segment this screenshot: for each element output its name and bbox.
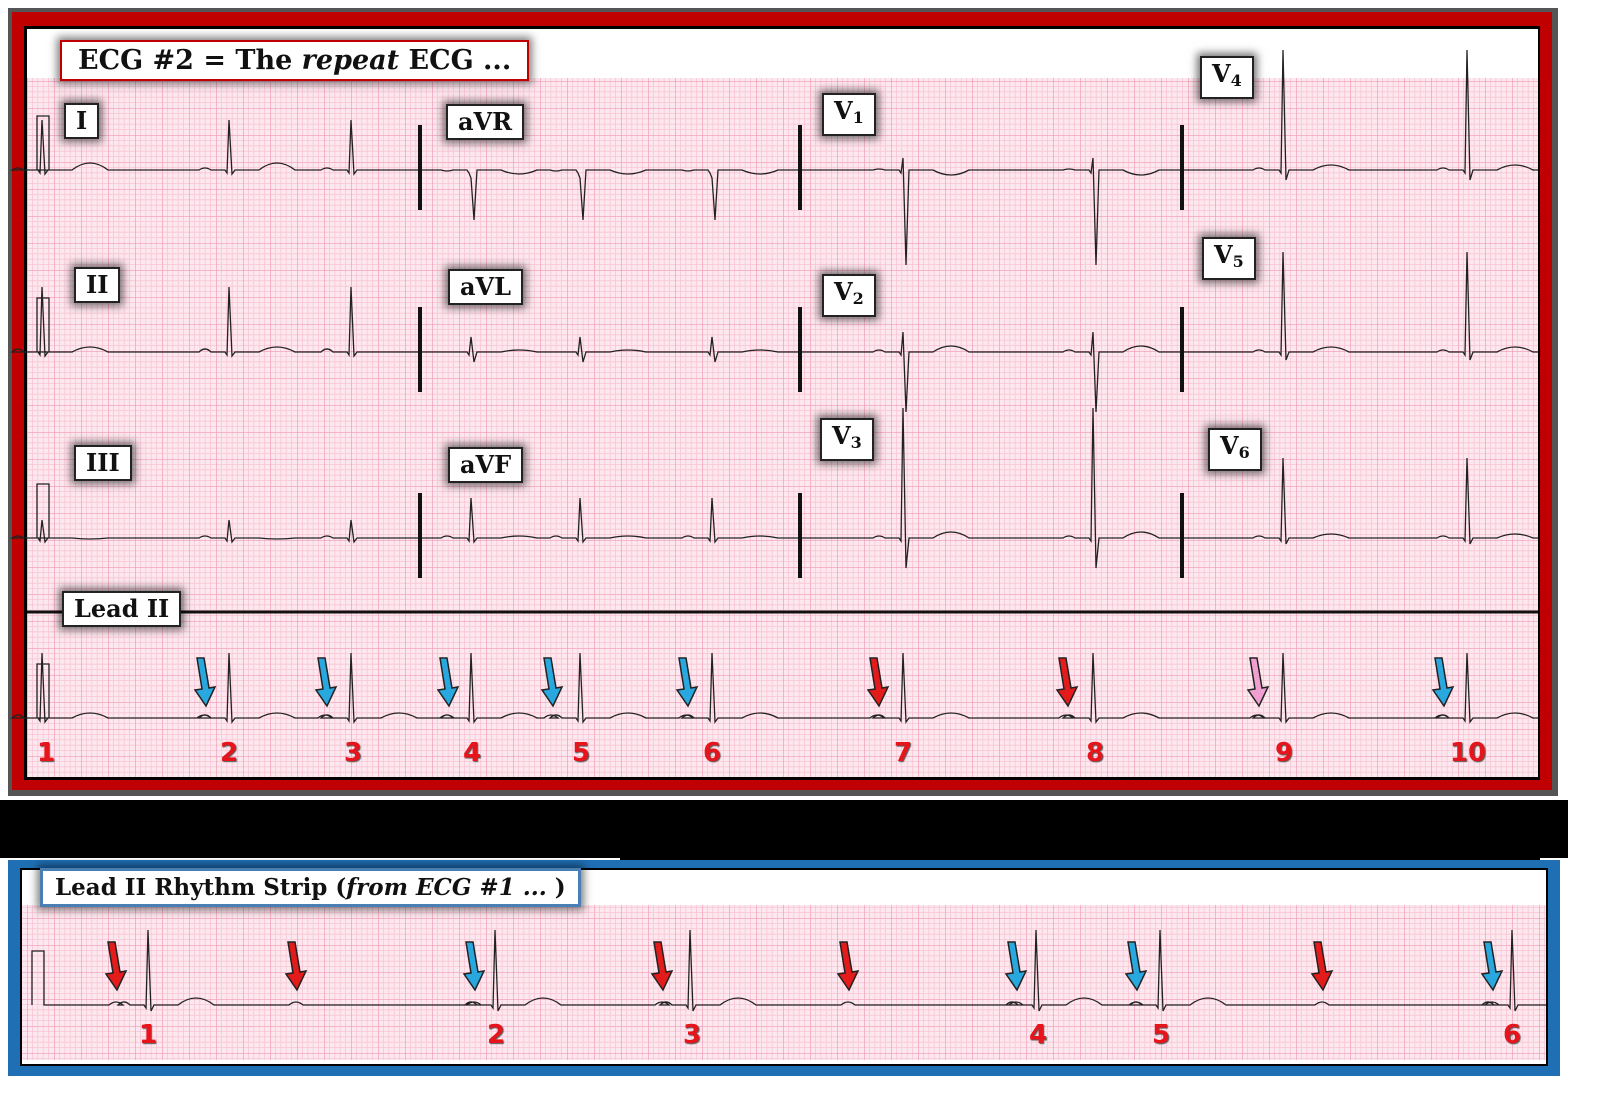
bottom-title-text: Lead II Rhythm Strip ( [55,874,347,901]
lead-label-V2: V2 [822,274,876,317]
top-beat-number: 2 [219,738,239,768]
trace-rhythm-II [10,652,1538,724]
top-beat-number: 4 [462,738,482,768]
bottom-title: Lead II Rhythm Strip (from ECG #1 ... ) [40,868,581,907]
top-title: ECG #2 = The repeat ECG ... [60,40,530,81]
blue-arrow-icon [436,657,460,708]
red-arrow-icon [1310,941,1334,992]
trace-aVR [420,169,800,221]
blue-arrow-icon [1480,941,1504,992]
trace-V6 [1182,457,1538,545]
top-beat-number: 6 [702,738,722,768]
blue-arrow-icon [1124,941,1148,992]
top-beat-number: 3 [343,738,363,768]
trace-V2 [800,331,1182,413]
lead-label-V5: V5 [1202,237,1256,280]
title-text: ECG #2 = The [78,45,302,76]
title-text-end: ECG ... [399,45,512,76]
trace-III [9,483,420,544]
blue-arrow-icon [1004,941,1028,992]
lead-label-I: I [64,103,100,139]
blue-arrow-icon [193,657,217,708]
lead-label-aVR: aVR [446,104,525,140]
title-italic: repeat [301,45,400,76]
red-arrow-icon [866,657,890,708]
pink-arrow-icon [1246,657,1270,708]
top-beat-number: 7 [893,738,913,768]
bottom-beat-number: 4 [1028,1020,1048,1050]
bottom-grid [22,905,1546,1060]
bottom-beat-number: 1 [138,1020,158,1050]
trace-V5 [1182,251,1538,361]
bottom-beat-number: 3 [682,1020,702,1050]
lead-label-V4: V4 [1200,56,1254,99]
red-arrow-icon [836,941,860,992]
blue-arrow-icon [314,657,338,708]
trace-II [10,286,420,358]
top-beat-number: 1 [36,738,56,768]
bottom-beat-number: 6 [1502,1020,1522,1050]
red-arrow-icon [104,941,128,992]
lead-label-aVF: aVF [448,447,524,483]
lead-label-V6: V6 [1208,428,1262,471]
blue-arrow-icon [540,657,564,708]
bottom-title-italic: from ECG #1 ... [346,874,547,901]
trace-bottom-rhythm-II [31,929,1546,1012]
blue-arrow-icon [675,657,699,708]
bottom-beat-number: 5 [1151,1020,1171,1050]
lead-label-rhythm-II: Lead II [62,591,182,627]
black-band [0,800,1568,858]
trace-V4 [1182,49,1538,181]
top-beat-number: 8 [1085,738,1105,768]
lead-label-II: II [74,267,121,303]
red-arrow-icon [284,941,308,992]
trace-I [9,115,420,176]
lead-label-V3: V3 [820,418,874,461]
top-beat-number: 10 [1449,738,1487,768]
blue-arrow-icon [1431,657,1455,708]
red-arrow-icon [1055,657,1079,708]
trace-aVL [420,336,800,363]
trace-V3 [800,407,1182,569]
top-beat-number: 9 [1274,738,1294,768]
top-beat-number: 5 [571,738,591,768]
trace-aVF [420,497,800,544]
bottom-title-end: ) [546,874,566,901]
lead-label-aVL: aVL [448,269,524,305]
top-grid [27,78,1538,777]
lead-label-III: III [74,445,132,481]
blue-arrow-icon [462,941,486,992]
lead-label-V1: V1 [822,93,876,136]
red-arrow-icon [650,941,674,992]
trace-V1 [800,157,1182,266]
bottom-beat-number: 2 [486,1020,506,1050]
